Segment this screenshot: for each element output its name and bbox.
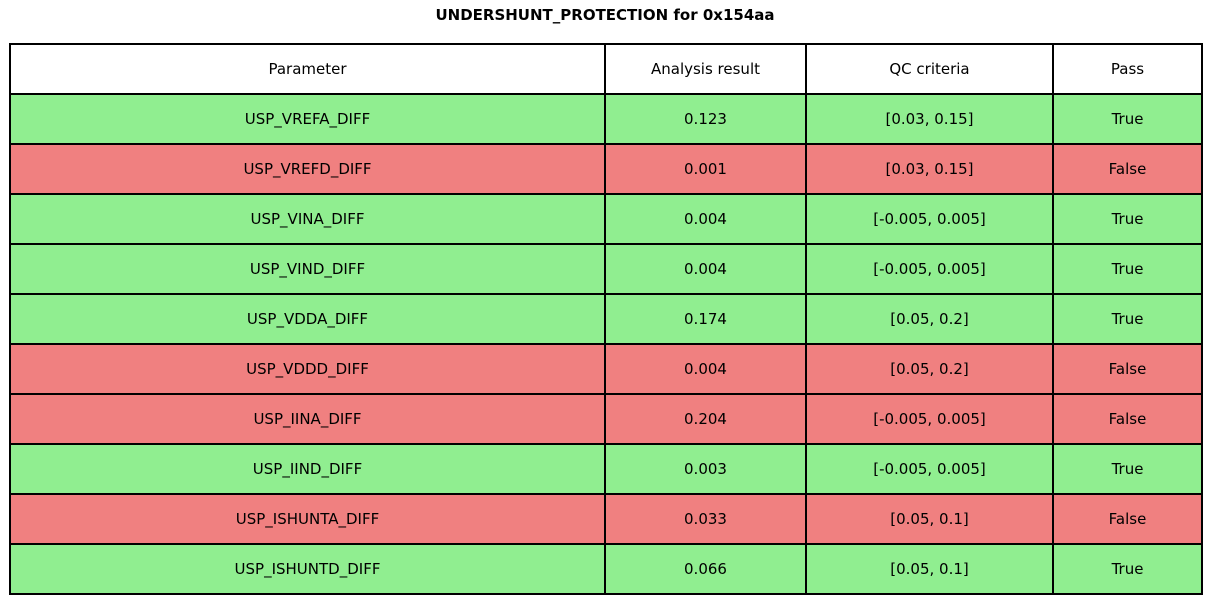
table-row: USP_VDDD_DIFF 0.004 [0.05, 0.2] False: [9, 343, 1203, 395]
pass-cell: True: [1052, 243, 1203, 295]
pass-cell: True: [1052, 193, 1203, 245]
table-row: USP_VREFD_DIFF 0.001 [0.03, 0.15] False: [9, 143, 1203, 195]
qc-criteria-cell: [-0.005, 0.005]: [805, 243, 1054, 295]
header-row: Parameter Analysis result QC criteria Pa…: [9, 43, 1203, 95]
analysis-result-cell: 0.066: [604, 543, 807, 595]
analysis-result-cell: 0.004: [604, 243, 807, 295]
pass-cell: True: [1052, 443, 1203, 495]
analysis-result-cell: 0.033: [604, 493, 807, 545]
table-body: USP_VREFA_DIFF 0.123 [0.03, 0.15] True U…: [9, 93, 1203, 595]
table-row: USP_IINA_DIFF 0.204 [-0.005, 0.005] Fals…: [9, 393, 1203, 445]
parameter-cell: USP_VREFD_DIFF: [9, 143, 606, 195]
parameter-cell: USP_VDDA_DIFF: [9, 293, 606, 345]
pass-cell: False: [1052, 343, 1203, 395]
analysis-result-cell: 0.001: [604, 143, 807, 195]
column-header-parameter: Parameter: [9, 43, 606, 95]
pass-cell: False: [1052, 393, 1203, 445]
parameter-cell: USP_VINA_DIFF: [9, 193, 606, 245]
qc-criteria-cell: [0.05, 0.2]: [805, 293, 1054, 345]
table-row: USP_ISHUNTD_DIFF 0.066 [0.05, 0.1] True: [9, 543, 1203, 595]
column-header-pass: Pass: [1052, 43, 1203, 95]
column-header-analysis-result: Analysis result: [604, 43, 807, 95]
qc-criteria-cell: [-0.005, 0.005]: [805, 393, 1054, 445]
qc-criteria-cell: [0.05, 0.1]: [805, 543, 1054, 595]
analysis-result-cell: 0.004: [604, 193, 807, 245]
qc-criteria-cell: [-0.005, 0.005]: [805, 193, 1054, 245]
parameter-cell: USP_VDDD_DIFF: [9, 343, 606, 395]
parameter-cell: USP_IIND_DIFF: [9, 443, 606, 495]
parameter-cell: USP_IINA_DIFF: [9, 393, 606, 445]
parameter-cell: USP_ISHUNTD_DIFF: [9, 543, 606, 595]
pass-cell: False: [1052, 493, 1203, 545]
table-row: USP_VINA_DIFF 0.004 [-0.005, 0.005] True: [9, 193, 1203, 245]
table-row: USP_IIND_DIFF 0.003 [-0.005, 0.005] True: [9, 443, 1203, 495]
table-row: USP_VREFA_DIFF 0.123 [0.03, 0.15] True: [9, 93, 1203, 145]
column-header-qc-criteria: QC criteria: [805, 43, 1054, 95]
qc-criteria-cell: [0.05, 0.2]: [805, 343, 1054, 395]
analysis-result-cell: 0.003: [604, 443, 807, 495]
qc-criteria-cell: [0.03, 0.15]: [805, 143, 1054, 195]
parameter-cell: USP_VREFA_DIFF: [9, 93, 606, 145]
page-title: UNDERSHUNT_PROTECTION for 0x154aa: [435, 6, 775, 24]
pass-cell: True: [1052, 543, 1203, 595]
table-row: USP_VDDA_DIFF 0.174 [0.05, 0.2] True: [9, 293, 1203, 345]
qc-criteria-cell: [-0.005, 0.005]: [805, 443, 1054, 495]
pass-cell: False: [1052, 143, 1203, 195]
parameter-cell: USP_VIND_DIFF: [9, 243, 606, 295]
pass-cell: True: [1052, 93, 1203, 145]
parameter-cell: USP_ISHUNTA_DIFF: [9, 493, 606, 545]
qc-criteria-cell: [0.05, 0.1]: [805, 493, 1054, 545]
pass-cell: True: [1052, 293, 1203, 345]
qc-criteria-cell: [0.03, 0.15]: [805, 93, 1054, 145]
table-row: USP_ISHUNTA_DIFF 0.033 [0.05, 0.1] False: [9, 493, 1203, 545]
analysis-result-cell: 0.123: [604, 93, 807, 145]
table-row: USP_VIND_DIFF 0.004 [-0.005, 0.005] True: [9, 243, 1203, 295]
qc-results-table: Parameter Analysis result QC criteria Pa…: [9, 43, 1203, 595]
analysis-result-cell: 0.204: [604, 393, 807, 445]
analysis-result-cell: 0.004: [604, 343, 807, 395]
analysis-result-cell: 0.174: [604, 293, 807, 345]
